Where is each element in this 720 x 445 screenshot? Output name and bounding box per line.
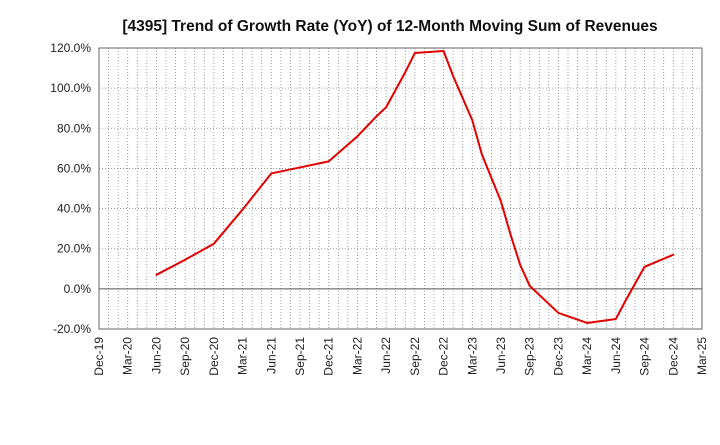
x-tick-label: Dec-19 [92, 337, 106, 376]
x-tick-label: Sep-21 [293, 337, 307, 376]
plot-frame [98, 47, 703, 330]
x-tick-label: Mar-25 [695, 337, 709, 375]
x-tick-label: Sep-23 [523, 337, 537, 376]
axis-layer [98, 47, 703, 330]
x-axis-tick-labels: Dec-19 Mar-20 Jun-20 Sep-20 Dec-20 Mar-21 Jun-… [92, 337, 709, 376]
y-tick-label: -20.0% [53, 322, 91, 336]
x-tick-label: Mar-22 [350, 337, 364, 375]
x-tick-label: Mar-20 [121, 337, 135, 375]
x-tick-label: Jun-21 [264, 337, 278, 374]
series-line [155, 50, 675, 324]
y-axis-tick-labels: 120.0% 100.0% 80.0% 60.0% 40.0% 20.0% 0.0% -20.… [50, 41, 91, 336]
x-tick-label: Dec-24 [666, 337, 680, 376]
x-tick-label: Mar-21 [236, 337, 250, 375]
x-tick-label: Sep-22 [408, 337, 422, 376]
grid-layer [98, 47, 703, 330]
y-tick-label: 120.0% [50, 41, 91, 55]
y-tick-label: 60.0% [57, 161, 91, 175]
x-tick-label: Jun-22 [379, 337, 393, 374]
x-tick-label: Jun-24 [609, 337, 623, 374]
y-tick-label: 0.0% [64, 282, 92, 296]
x-tick-label: Dec-21 [322, 337, 336, 376]
series-layer [155, 50, 675, 324]
x-tick-label: Mar-24 [580, 337, 594, 375]
x-tick-label: Dec-23 [551, 337, 565, 376]
x-tick-label: Sep-20 [178, 337, 192, 376]
y-tick-label: 80.0% [57, 121, 91, 135]
x-tick-label: Jun-20 [149, 337, 163, 374]
y-tick-label: 40.0% [57, 202, 91, 216]
y-tick-label: 100.0% [50, 81, 91, 95]
x-tick-label: Jun-23 [494, 337, 508, 374]
x-tick-label: Dec-22 [437, 337, 451, 376]
chart-title: [4395] Trend of Growth Rate (YoY) of 12-… [122, 18, 657, 35]
y-tick-label: 20.0% [57, 242, 91, 256]
x-tick-label: Dec-20 [207, 337, 221, 376]
x-tick-label: Mar-23 [465, 337, 479, 375]
x-tick-label: Sep-24 [638, 337, 652, 376]
